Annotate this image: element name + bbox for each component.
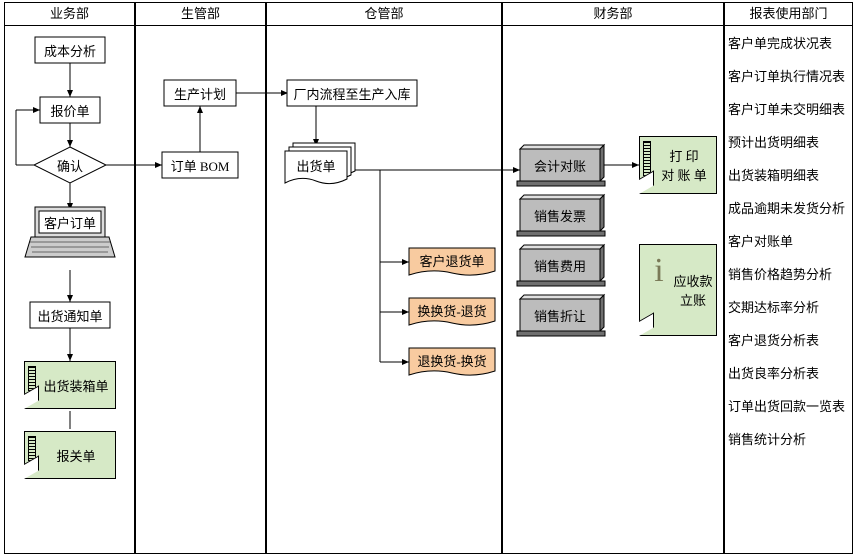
report-item: 出货装箱明细表 (728, 166, 851, 186)
report-item: 交期达标率分析 (728, 298, 851, 318)
note-ar_setup: 应收款立账i (639, 244, 717, 336)
note-customs: 报关单 (24, 431, 116, 479)
report-item: 客户对账单 (728, 232, 851, 252)
report-item: 成品逾期未发货分析 (728, 199, 851, 219)
info-icon: i (647, 252, 671, 318)
flowchart-canvas: 业务部生管部仓管部财务部报表使用部门成本分析报价单出货通知单生产计划订单 BOM… (0, 0, 857, 556)
report-item: 客户单完成状况表 (728, 34, 851, 54)
report-item: 预计出货明细表 (728, 133, 851, 153)
report-item: 客户订单未交明细表 (728, 100, 851, 120)
report-item: 订单出货回款一览表 (728, 397, 851, 417)
note-pack_list: 出货装箱单 (24, 361, 116, 409)
report-item: 客户退货分析表 (728, 331, 851, 351)
report-item: 出货良率分析表 (728, 364, 851, 384)
note-print_recon: 打 印 对 账 单 (639, 136, 717, 194)
report-item: 客户订单执行情况表 (728, 67, 851, 87)
report-item: 销售价格趋势分析 (728, 265, 851, 285)
report-item: 销售统计分析 (728, 430, 851, 450)
